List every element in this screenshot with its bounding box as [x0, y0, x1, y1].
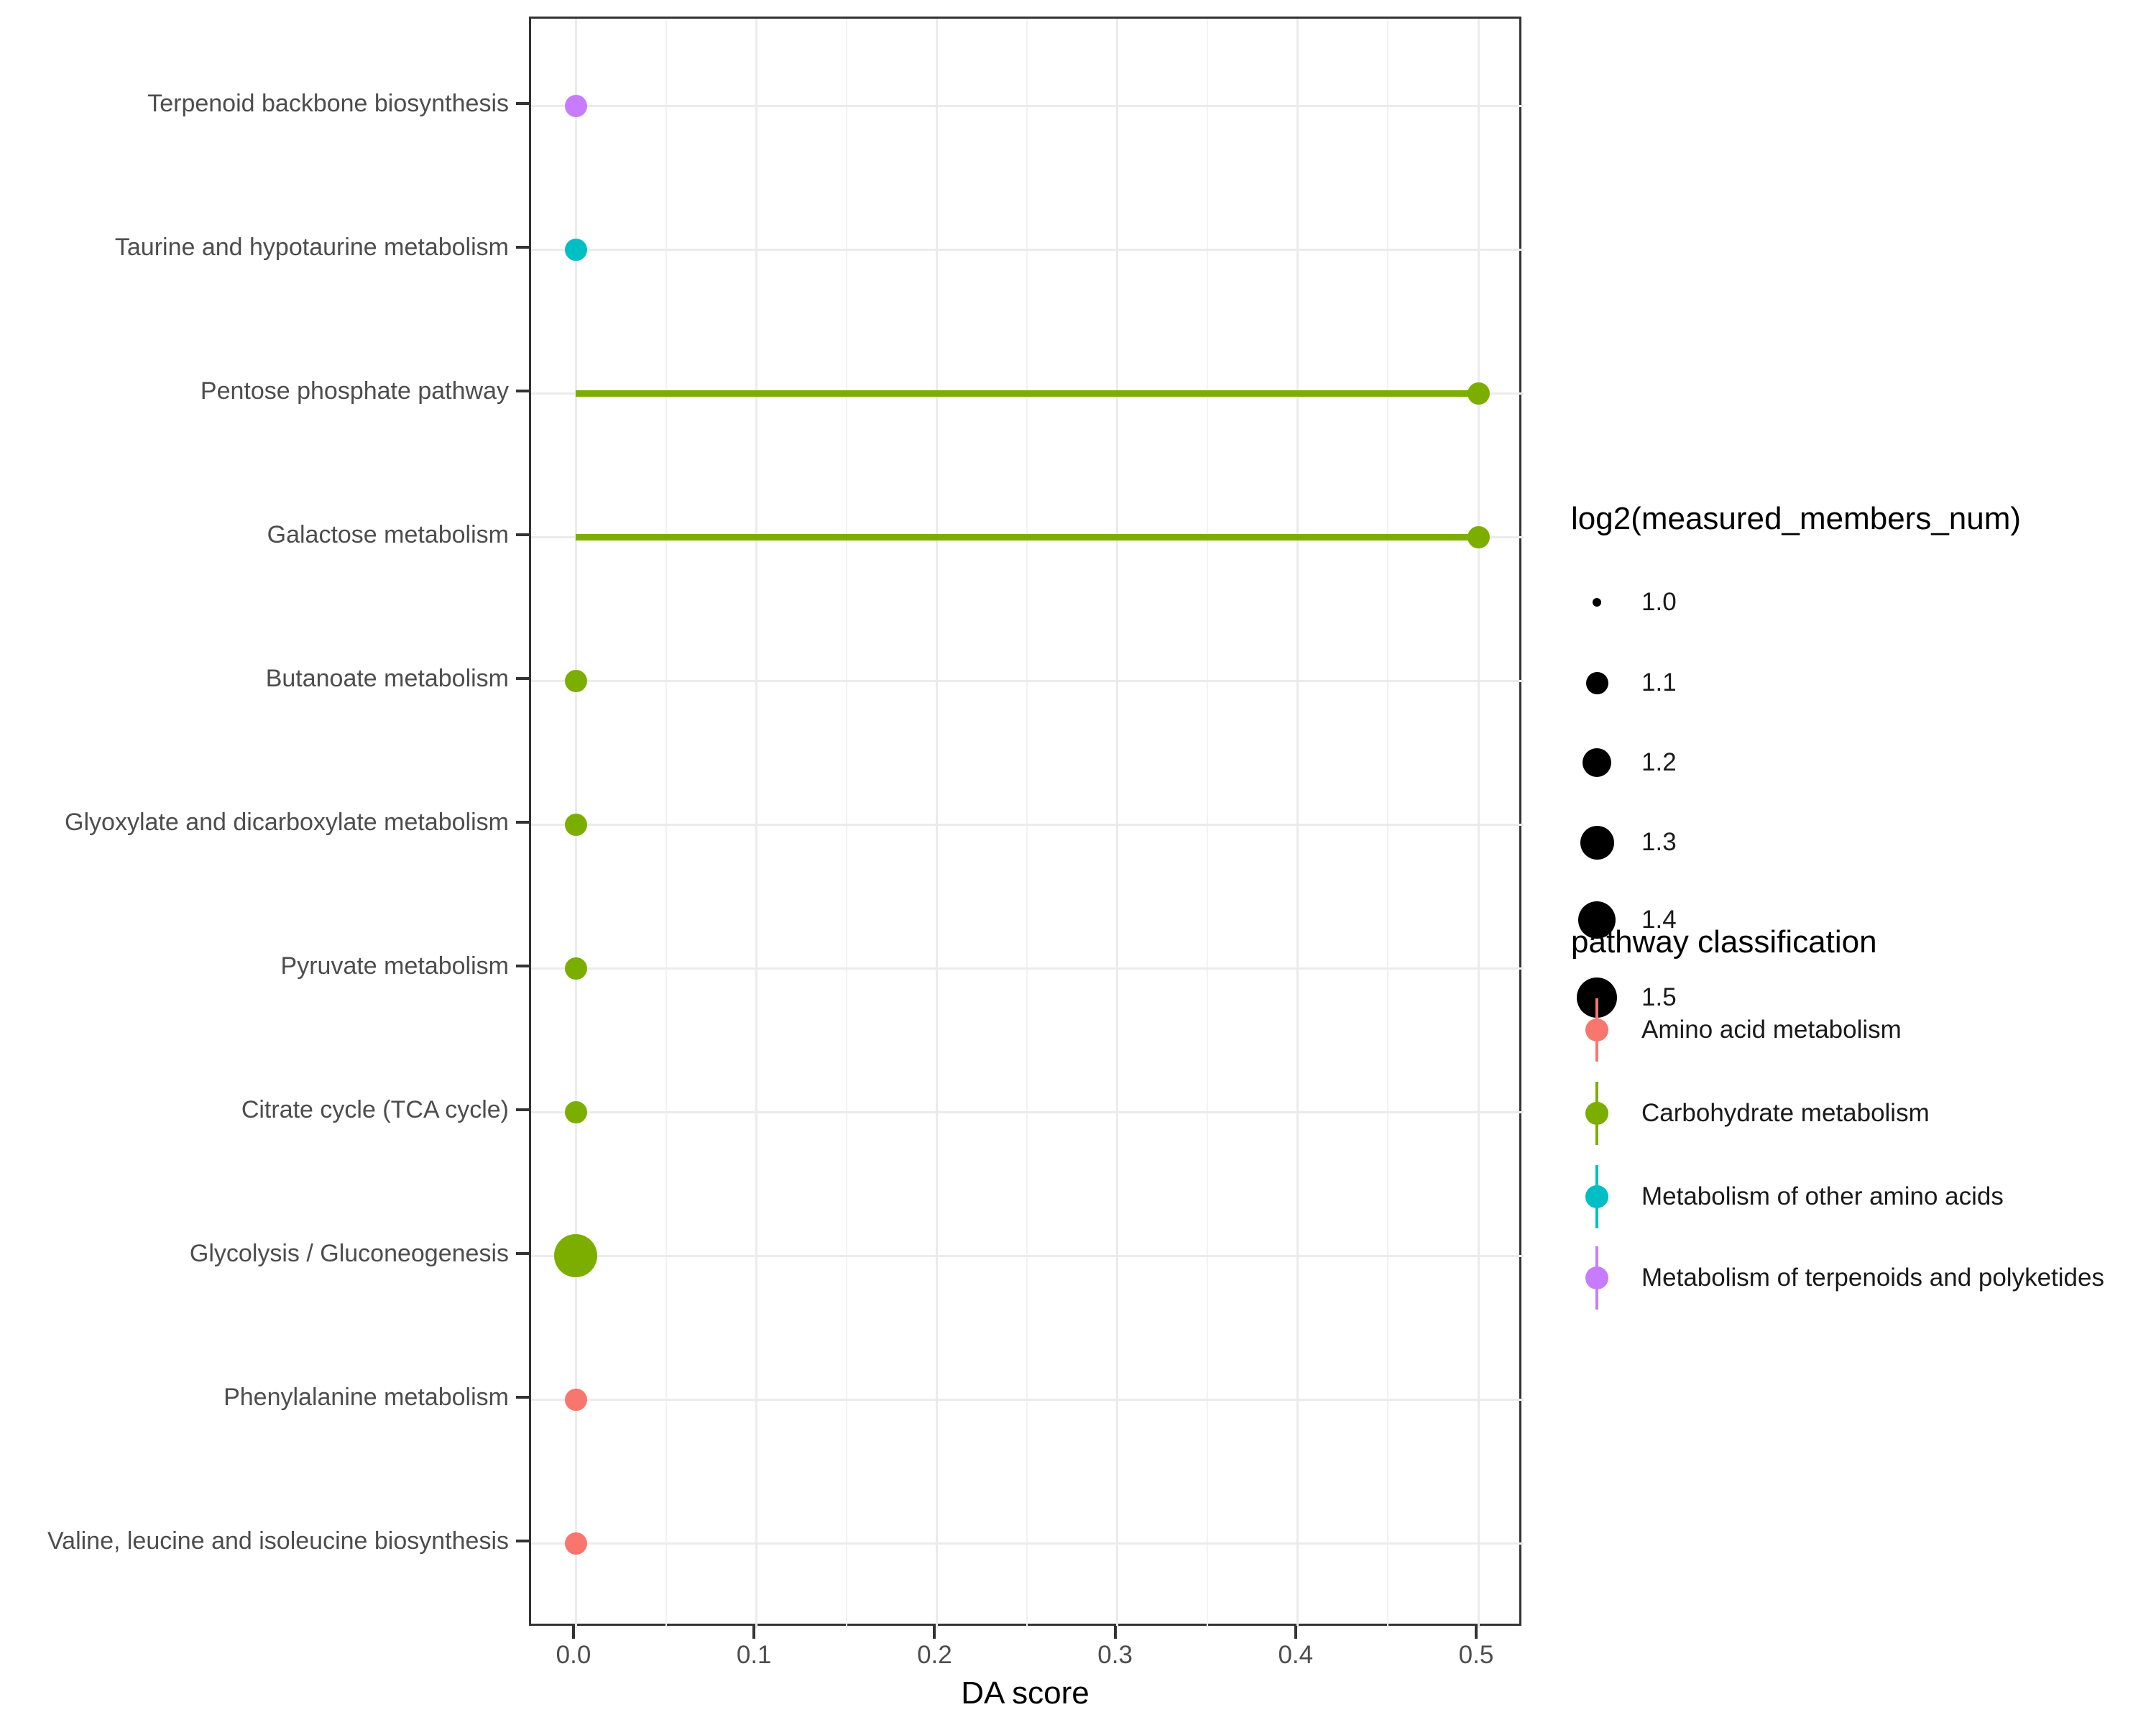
y-major-gridline	[531, 104, 1524, 107]
color-legend-label: Carbohydrate metabolism	[1641, 1099, 1930, 1127]
y-major-gridline	[531, 1254, 1524, 1257]
size-legend-label: 1.5	[1641, 983, 1677, 1011]
data-point	[564, 957, 587, 980]
y-major-gridline	[531, 1542, 1524, 1545]
size-legend-key-dot	[1583, 748, 1611, 777]
y-tick-mark	[516, 1540, 529, 1542]
y-tick-mark	[516, 821, 529, 824]
data-point	[564, 669, 587, 692]
y-axis-tick-label: Valine, leucine and isoleucine biosynthe…	[47, 1527, 509, 1555]
y-tick-mark	[516, 1108, 529, 1111]
y-major-gridline	[531, 967, 1524, 970]
size-legend-key-dot	[1593, 598, 1601, 607]
y-axis-tick-label: Galactose metabolism	[267, 521, 509, 548]
data-point	[1467, 525, 1490, 548]
x-tick-mark	[572, 1626, 575, 1639]
x-axis-tick-label: 0.2	[917, 1641, 952, 1669]
color-legend-key-dot	[1585, 1018, 1608, 1041]
y-major-gridline	[531, 823, 1524, 826]
y-axis-tick-label: Terpenoid backbone biosynthesis	[147, 90, 509, 117]
size-legend-label: 1.1	[1641, 668, 1677, 696]
color-legend-label: Amino acid metabolism	[1641, 1016, 1902, 1044]
color-legend-key-dot	[1585, 1185, 1608, 1208]
color-legend-key-dot	[1585, 1266, 1608, 1289]
x-axis-tick-label: 0.4	[1278, 1641, 1314, 1669]
y-tick-mark	[516, 246, 529, 249]
y-tick-mark	[516, 677, 529, 680]
lollipop-stem	[576, 533, 1478, 540]
y-axis-tick-label: Glycolysis / Gluconeogenesis	[189, 1240, 509, 1267]
data-point	[564, 813, 587, 836]
x-axis-tick-label: 0.1	[736, 1641, 772, 1669]
y-axis-tick-label: Citrate cycle (TCA cycle)	[241, 1096, 509, 1123]
y-axis-tick-label: Pentose phosphate pathway	[200, 377, 509, 405]
plot-panel	[529, 17, 1524, 1628]
data-point	[564, 1388, 587, 1411]
x-tick-mark	[1113, 1626, 1117, 1639]
data-point	[564, 238, 587, 261]
data-point	[554, 1234, 597, 1277]
y-tick-mark	[516, 1252, 529, 1255]
color-legend-title: pathway classification	[1571, 924, 1877, 960]
x-axis-tick-label: 0.0	[556, 1641, 591, 1669]
size-legend-label: 1.3	[1641, 828, 1677, 856]
y-axis-tick-label: Glyoxylate and dicarboxylate metabolism	[65, 809, 509, 836]
color-legend-label: Metabolism of other amino acids	[1641, 1182, 2004, 1210]
y-axis-tick-label: Pyruvate metabolism	[280, 952, 509, 980]
y-tick-mark	[516, 965, 529, 967]
x-tick-mark	[1475, 1626, 1478, 1639]
data-point	[564, 94, 587, 117]
y-axis-tick-label: Phenylalanine metabolism	[224, 1384, 509, 1411]
y-tick-mark	[516, 102, 529, 105]
y-major-gridline	[531, 1110, 1524, 1113]
x-axis-tick-label: 0.5	[1458, 1641, 1494, 1669]
size-legend-key-dot	[1585, 671, 1608, 694]
x-axis-title: DA score	[961, 1675, 1089, 1711]
y-tick-mark	[516, 1396, 529, 1399]
data-point	[564, 1100, 587, 1123]
data-point	[1467, 382, 1490, 405]
x-tick-mark	[752, 1626, 756, 1639]
color-legend-label: Metabolism of terpenoids and polyketides	[1641, 1264, 2104, 1292]
y-axis-tick-label: Taurine and hypotaurine metabolism	[114, 234, 509, 261]
size-legend-key-dot	[1578, 901, 1616, 939]
size-legend-label: 1.0	[1641, 588, 1677, 616]
y-major-gridline	[531, 1398, 1524, 1401]
size-legend-label: 1.2	[1641, 748, 1677, 776]
size-legend-label: 1.4	[1641, 906, 1677, 934]
x-axis-tick-label: 0.3	[1097, 1641, 1133, 1669]
size-legend-key-dot	[1580, 825, 1614, 860]
lollipop-stem	[576, 390, 1478, 397]
y-tick-mark	[516, 390, 529, 392]
data-point	[564, 1532, 587, 1555]
color-legend-key-dot	[1585, 1102, 1608, 1125]
y-tick-mark	[516, 533, 529, 536]
y-axis-tick-label: Butanoate metabolism	[265, 665, 509, 692]
x-tick-mark	[933, 1626, 936, 1639]
size-legend-title: log2(measured_members_num)	[1571, 501, 2022, 536]
y-major-gridline	[531, 679, 1524, 682]
x-tick-mark	[1294, 1626, 1297, 1639]
y-major-gridline	[531, 248, 1524, 251]
